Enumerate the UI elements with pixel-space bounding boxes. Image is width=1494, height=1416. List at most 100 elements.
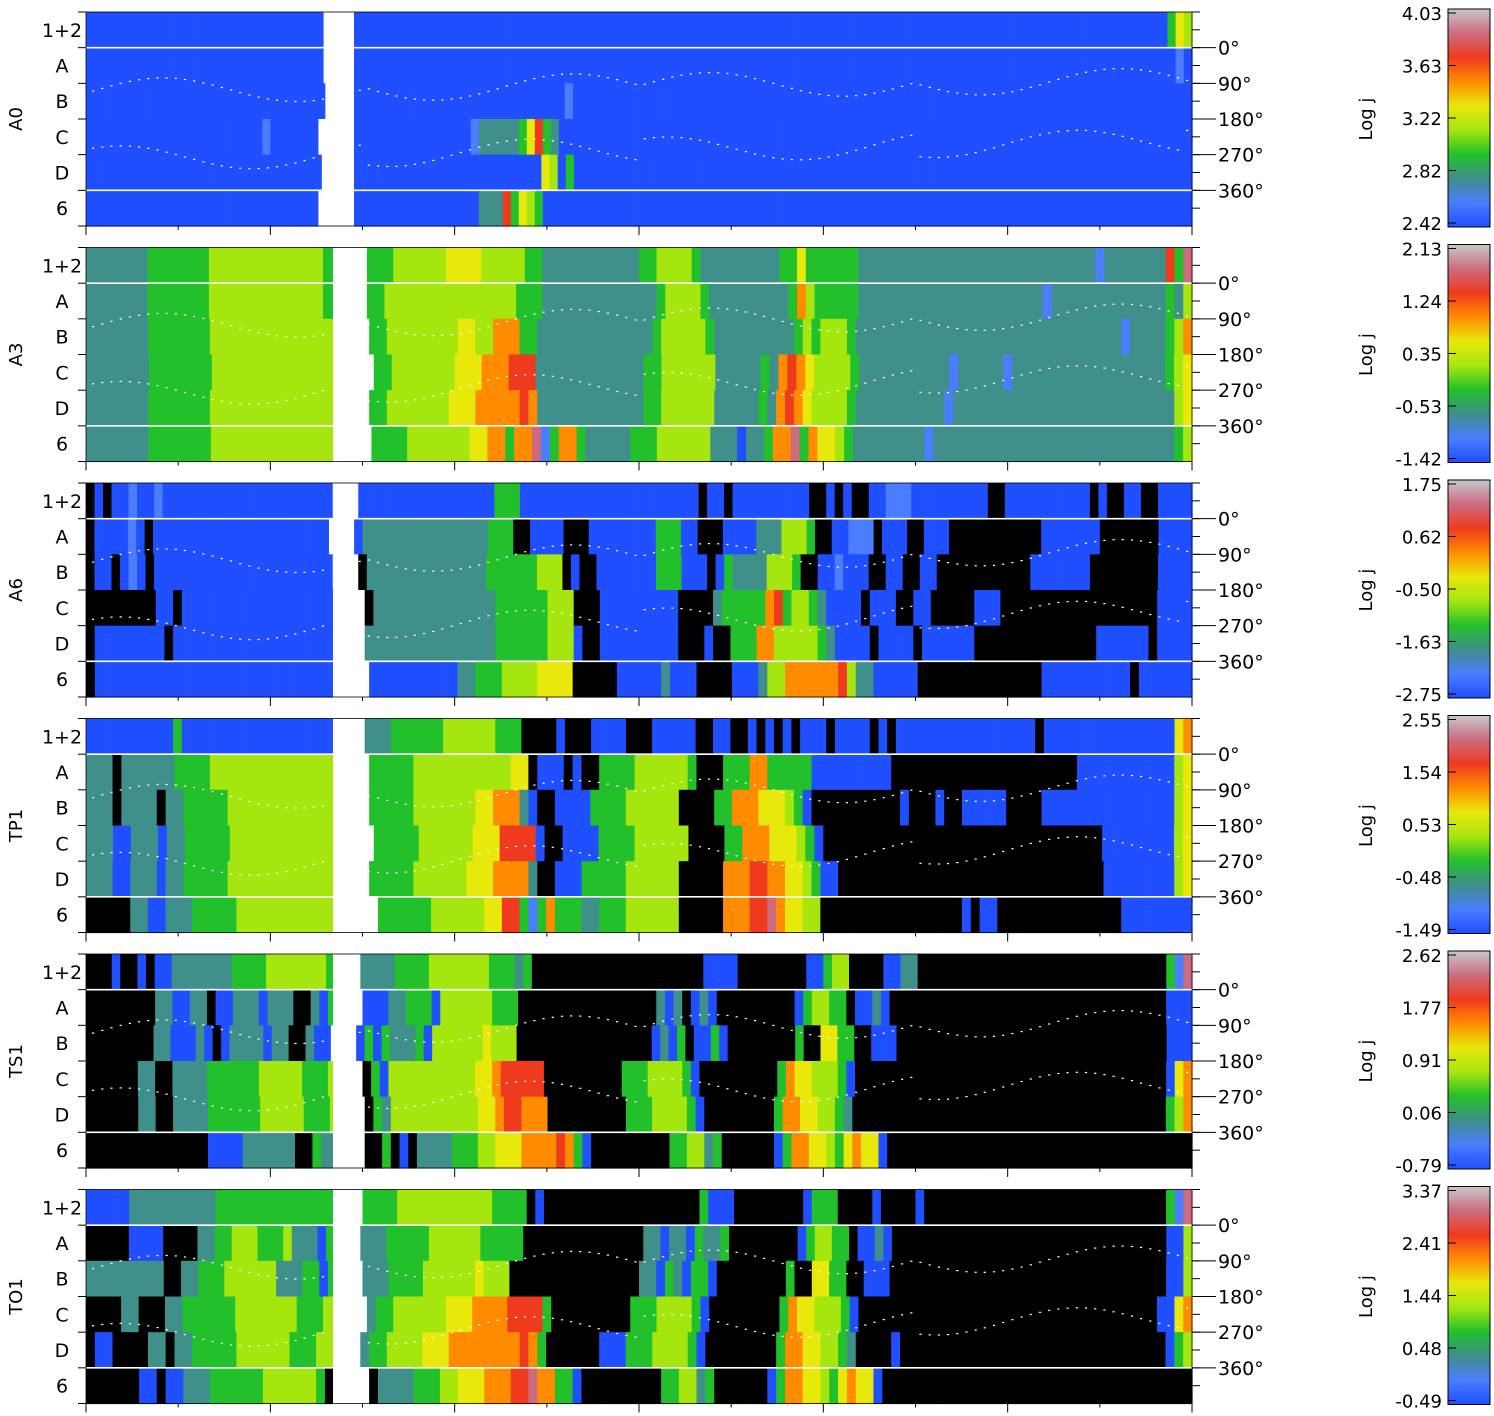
heatmap-cell (564, 590, 575, 627)
heatmap-cell (1156, 390, 1167, 427)
heatmap-cell (1036, 989, 1046, 1026)
heatmap-cell (350, 190, 360, 227)
heatmap-cell (935, 190, 945, 227)
trace-mark (662, 843, 665, 845)
heatmap-cell (944, 754, 954, 791)
heatmap-cell (1131, 625, 1141, 662)
heatmap-cell (208, 247, 219, 284)
heatmap-cell (652, 1132, 662, 1169)
trace-mark (294, 868, 297, 871)
heatmap-cell (690, 1061, 701, 1098)
heatmap-cell (466, 1061, 476, 1098)
angle-tick-label: 0° (1218, 509, 1240, 531)
heatmap-cell (254, 1025, 264, 1062)
heatmap-cell (1031, 1025, 1041, 1062)
heatmap-cell (706, 825, 717, 862)
heatmap-cell (438, 12, 448, 49)
trace-mark (1048, 316, 1051, 319)
trace-mark (1149, 777, 1152, 779)
heatmap-cell (913, 590, 923, 627)
heatmap-cell (1032, 518, 1042, 555)
heatmap-cell (406, 1025, 416, 1062)
trace-mark (928, 322, 931, 324)
heatmap-cell (863, 119, 873, 156)
trace-mark (1103, 132, 1106, 134)
heatmap-cell (1038, 554, 1048, 591)
angle-tick-label: 360° (1218, 416, 1264, 438)
heatmap-cell (553, 554, 564, 591)
trace-mark (606, 312, 609, 314)
heatmap-cell (1112, 754, 1122, 791)
heatmap-cell (244, 283, 254, 320)
heatmap-cell (919, 483, 929, 520)
heatmap-cell (880, 1061, 891, 1098)
heatmap-cell (1103, 390, 1113, 427)
trace-mark (496, 794, 499, 796)
heatmap-cell (798, 12, 808, 49)
heatmap-cell (767, 789, 777, 827)
heatmap-cell (258, 47, 267, 84)
heatmap-cell (443, 554, 453, 591)
heatmap-cell (625, 1132, 636, 1169)
trace-mark (579, 852, 582, 854)
heatmap-cell (616, 861, 627, 898)
heatmap-cell (811, 754, 821, 791)
heatmap-cell (897, 12, 906, 49)
heatmap-cell (1104, 1096, 1115, 1133)
heatmap-cell (112, 861, 122, 898)
heatmap-cell (474, 1025, 484, 1062)
heatmap-cell (869, 1096, 880, 1133)
heatmap-cell (139, 754, 149, 791)
heatmap-cell (1095, 119, 1105, 156)
heatmap-cell (233, 12, 243, 49)
heatmap-cell (626, 47, 636, 84)
trace-mark (965, 93, 968, 95)
heatmap-cell (270, 247, 280, 284)
heatmap-cell (510, 190, 520, 227)
row-label: A (56, 762, 69, 784)
heatmap-cell (809, 554, 819, 591)
trace-mark (1186, 550, 1189, 552)
heatmap-cell (1183, 47, 1193, 84)
trace-mark (726, 779, 729, 781)
heatmap-cell (395, 154, 404, 191)
heatmap-cell (749, 861, 760, 898)
trace-mark (1094, 601, 1097, 603)
heatmap-cell (484, 754, 494, 791)
trace-mark (1186, 129, 1189, 132)
heatmap-cell (802, 754, 813, 791)
heatmap-cell (290, 47, 300, 84)
trace-mark (717, 850, 720, 852)
heatmap-cell (1035, 83, 1045, 120)
trace-mark (818, 93, 821, 95)
heatmap-cell (873, 661, 883, 698)
heatmap-cell (869, 625, 880, 662)
heatmap-cell (785, 989, 796, 1026)
heatmap-cell (526, 119, 536, 156)
heatmap-cell (903, 119, 913, 156)
heatmap-cell (730, 625, 740, 662)
heatmap-cell (319, 354, 330, 391)
heatmap-cell (174, 661, 184, 698)
trace-mark (827, 94, 830, 97)
trace-mark (266, 873, 269, 875)
heatmap-cell (1102, 425, 1113, 463)
heatmap-cell (915, 1061, 925, 1098)
row-label: 6 (56, 434, 68, 456)
heatmap-cell (1041, 661, 1052, 698)
heatmap-cell (528, 390, 538, 427)
trace-mark (229, 637, 233, 639)
heatmap-cell (449, 83, 459, 120)
heatmap-cell (358, 190, 368, 227)
heatmap-cell (236, 754, 246, 791)
trace-mark (689, 308, 692, 310)
heatmap-cell (1003, 825, 1013, 862)
heatmap-cell (1076, 83, 1086, 120)
heatmap-cell (882, 661, 892, 698)
trace-mark (542, 374, 545, 376)
heatmap-cell (487, 12, 497, 49)
heatmap-cell (283, 354, 294, 391)
heatmap-cell (987, 483, 997, 520)
heatmap-cell (861, 590, 871, 627)
heatmap-cell (1038, 483, 1048, 520)
